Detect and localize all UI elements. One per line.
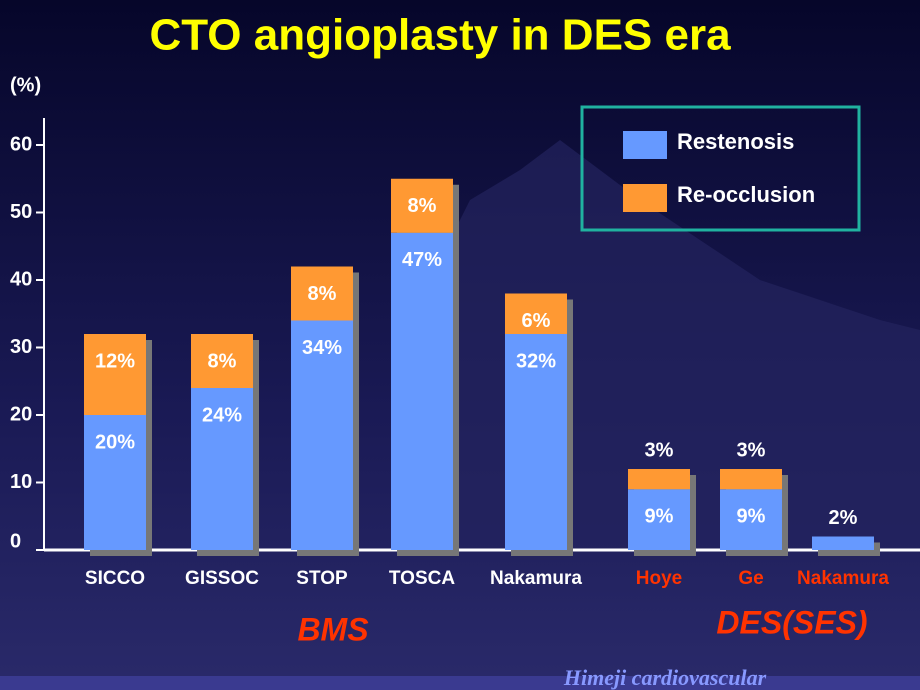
bar-segment — [720, 469, 782, 490]
x-tick-label: SICCO — [85, 568, 145, 589]
bar-segment — [628, 469, 690, 490]
value-label: 6% — [522, 310, 551, 332]
value-label: 9% — [737, 506, 766, 528]
legend-box — [580, 105, 861, 232]
y-tick-label: 20 — [10, 403, 32, 425]
value-label: 47% — [402, 249, 442, 271]
x-tick-label: Nakamura — [490, 568, 582, 589]
group-label: BMS — [297, 611, 369, 647]
chart-title: CTO angioplasty in DES era — [149, 11, 731, 60]
group-label: DES(SES) — [716, 604, 867, 640]
bar-segment — [84, 415, 146, 550]
y-tick-label: 10 — [10, 471, 32, 493]
bar-segment — [505, 334, 567, 550]
value-label: 20% — [95, 431, 135, 453]
x-tick-label: Ge — [738, 568, 763, 589]
value-label: 32% — [516, 350, 556, 372]
x-tick-label: Hoye — [636, 568, 682, 589]
legend-swatch — [623, 131, 667, 159]
value-label: 8% — [408, 195, 437, 217]
value-label: 3% — [737, 439, 766, 461]
value-label: 8% — [208, 350, 237, 372]
bar-segment — [391, 232, 453, 550]
y-tick-label: 50 — [10, 201, 32, 223]
y-axis-label: (%) — [10, 74, 41, 96]
x-tick-label: TOSCA — [389, 568, 455, 589]
value-label: 9% — [645, 506, 674, 528]
footer-bar — [0, 676, 920, 690]
bar-segment — [191, 334, 253, 388]
x-tick-label: STOP — [296, 568, 348, 589]
footer-text: Himeji cardiovascular — [563, 665, 767, 690]
y-tick-label: 30 — [10, 336, 32, 358]
value-label: 2% — [829, 507, 858, 529]
x-tick-label: Nakamura — [797, 568, 889, 589]
bar-segment — [191, 388, 253, 550]
bar-segment — [812, 536, 874, 550]
bar-segment — [84, 334, 146, 415]
value-label: 34% — [302, 337, 342, 359]
y-tick-label: 60 — [10, 133, 32, 155]
value-label: 24% — [202, 404, 242, 426]
bar-segment — [628, 489, 690, 550]
legend-swatch — [623, 184, 667, 212]
bar-segment — [391, 178, 453, 233]
bar-segment — [720, 489, 782, 550]
y-tick-label: 40 — [10, 268, 32, 290]
value-label: 8% — [308, 283, 337, 305]
value-label: 3% — [645, 439, 674, 461]
legend-label: Re-occlusion — [677, 182, 815, 207]
bar-segment — [291, 266, 353, 321]
legend-label: Restenosis — [677, 129, 794, 154]
value-label: 12% — [95, 350, 135, 372]
y-tick-label: 0 — [10, 530, 21, 552]
bar-segment — [505, 293, 567, 334]
x-tick-label: GISSOC — [185, 568, 259, 589]
bar-segment — [291, 320, 353, 550]
